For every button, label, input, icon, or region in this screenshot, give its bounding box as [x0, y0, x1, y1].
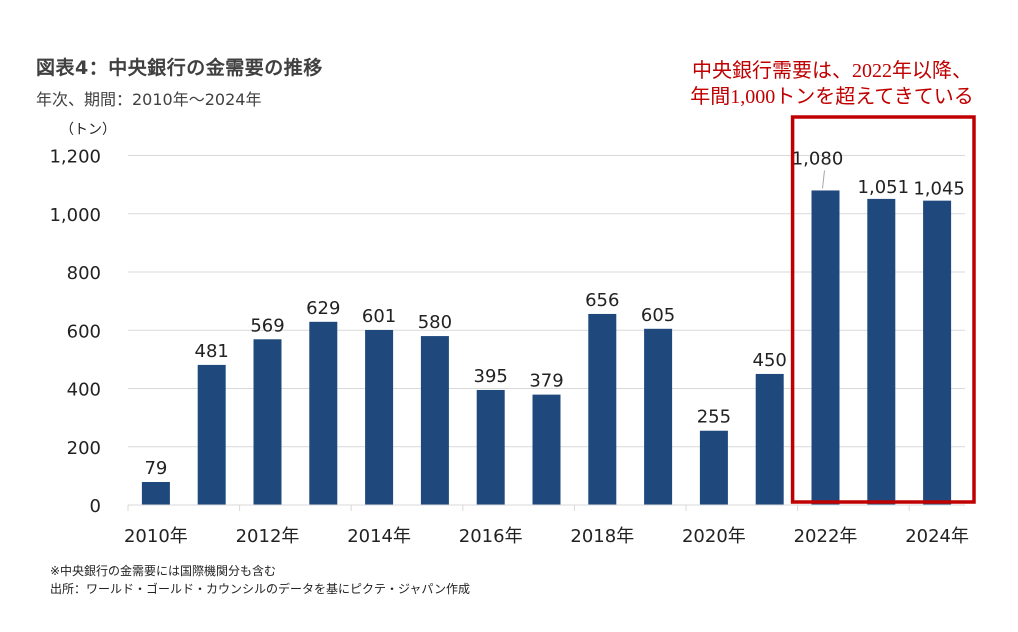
chart-subtitle: 年次、期間：2010年～2024年 [36, 90, 262, 109]
bar [588, 313, 617, 505]
data-label: 580 [418, 312, 452, 333]
data-label: 481 [195, 341, 229, 362]
data-label: 601 [362, 306, 396, 327]
annotation-line-1: 中央銀行需要は、2022年以降、 [692, 60, 972, 82]
annotation-line-2: 年間1,000トンを超えてきている [690, 86, 974, 108]
footnote: ※中央銀行の金需要には国際機関分も含む [50, 564, 277, 578]
bar [365, 329, 394, 505]
bar [532, 394, 561, 505]
data-label-leader-line [822, 170, 825, 189]
bar [253, 339, 282, 505]
source-note: 出所：ワールド・ゴールド・カウンシルのデータを基にピクテ・ジャパン作成 [50, 582, 471, 596]
data-labels: 79 481 569 629 601 580 395 379 656 605 255 450 1,080… [144, 148, 964, 479]
y-axis-unit-label: （トン） [60, 122, 116, 138]
y-tick-label: 200 [67, 438, 101, 459]
data-label: 569 [250, 315, 284, 336]
y-tick-label: 0 [90, 496, 101, 517]
data-label: 1,051 [858, 177, 910, 198]
bar [420, 336, 449, 505]
bar [309, 321, 338, 505]
x-tick-label: 2010年 [124, 526, 188, 547]
y-tick-label: 600 [67, 321, 101, 342]
data-label: 629 [306, 298, 340, 319]
chart-title: 図表4：中央銀行の金需要の推移 [36, 57, 323, 79]
x-tick-label: 2016年 [459, 526, 523, 547]
footnotes: ※中央銀行の金需要には国際機関分も含む 出所：ワールド・ゴールド・カウンシルのデ… [50, 562, 470, 598]
data-label: 605 [641, 305, 675, 326]
bar [923, 200, 952, 506]
x-tick-label: 2018年 [570, 526, 634, 547]
bar [755, 373, 784, 505]
x-tick-label: 2022年 [794, 526, 858, 547]
bar [476, 389, 505, 505]
bar [197, 364, 226, 505]
x-tick-label: 2020年 [682, 526, 746, 547]
bar [141, 481, 170, 505]
bar [699, 430, 728, 505]
data-label: 255 [697, 407, 731, 428]
highlight-annotation: 中央銀行需要は、2022年以降、 年間1,000トンを超えてきている [662, 58, 1002, 110]
data-label: 1,080 [792, 148, 844, 169]
data-label: 450 [753, 350, 787, 371]
data-label: 79 [144, 458, 167, 479]
y-tick-label: 1,200 [49, 147, 101, 168]
x-tick-label: 2012年 [236, 526, 300, 547]
x-tick-label: 2014年 [347, 526, 411, 547]
y-axis-tick-labels: 0 200 400 600 800 1,000 1,200 [49, 147, 101, 518]
data-label: 656 [585, 290, 619, 311]
x-tick-label: 2024年 [905, 526, 969, 547]
data-label: 1,045 [913, 179, 965, 200]
x-axis: 2010年 2012年 2014年 2016年 2018年 2020年 2022年 2024年 [124, 504, 969, 547]
data-label: 379 [529, 371, 563, 392]
y-tick-label: 1,000 [49, 205, 101, 226]
highlight-box [790, 115, 976, 504]
data-label: 395 [474, 366, 508, 387]
y-tick-label: 400 [67, 380, 101, 401]
bar [867, 198, 896, 506]
bar [811, 190, 840, 505]
bars [141, 190, 952, 506]
bar [644, 328, 673, 505]
y-tick-label: 800 [67, 263, 101, 284]
